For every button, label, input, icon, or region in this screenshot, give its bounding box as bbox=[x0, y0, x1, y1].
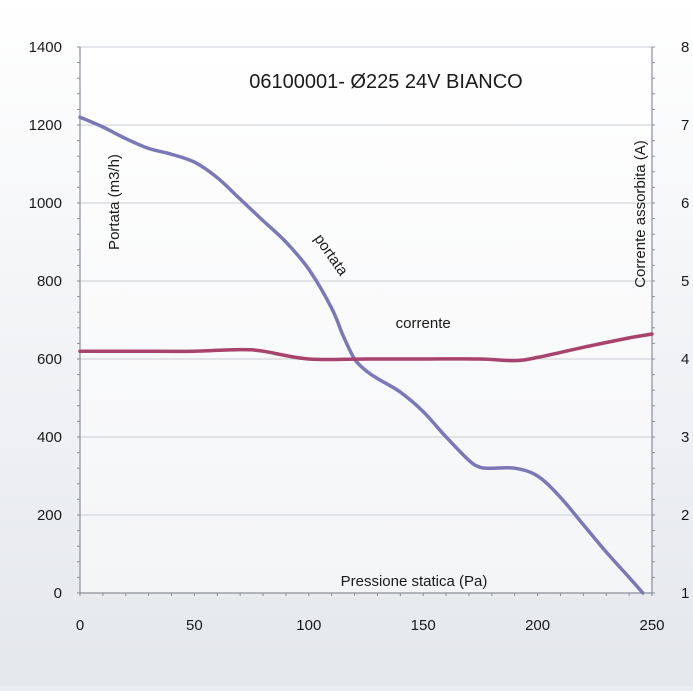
x-tick-label: 50 bbox=[186, 617, 203, 634]
y-right-tick-label: 4 bbox=[681, 351, 689, 368]
y-axis-right-label: Corrente assorbita (A) bbox=[632, 140, 649, 288]
series-line-corrente bbox=[78, 332, 654, 363]
series-line-portata bbox=[78, 115, 645, 595]
axes: 0 200 400 600 800 1000 1200 1400 1 2 3 4 5 6 7 8 0 50 100 1… bbox=[29, 39, 690, 634]
y-left-tick-label: 0 bbox=[54, 585, 62, 602]
y-right-tick-label: 6 bbox=[681, 195, 689, 212]
y-left-tick-label: 400 bbox=[37, 429, 62, 446]
y-right-tick-label: 8 bbox=[681, 39, 689, 56]
x-tick-label: 100 bbox=[296, 617, 321, 634]
series-annotation-corrente: corrente bbox=[396, 315, 451, 332]
x-axis-label: Pressione statica (Pa) bbox=[341, 573, 488, 590]
y-right-tick-label: 2 bbox=[681, 507, 689, 524]
y-right-tick-label: 1 bbox=[681, 585, 689, 602]
y-right-tick-label: 3 bbox=[681, 429, 689, 446]
y-left-tick-label: 200 bbox=[37, 507, 62, 524]
y-left-tick-label: 800 bbox=[37, 273, 62, 290]
chart-title: 06100001- Ø225 24V BIANCO bbox=[249, 71, 523, 93]
y-right-tick-label: 7 bbox=[681, 117, 689, 134]
x-tick-label: 200 bbox=[525, 617, 550, 634]
x-tick-label: 150 bbox=[411, 617, 436, 634]
plot-area bbox=[80, 47, 652, 593]
data-series bbox=[78, 115, 654, 595]
x-tick-label: 250 bbox=[639, 617, 664, 634]
y-left-tick-label: 600 bbox=[37, 351, 62, 368]
y-left-tick-label: 1000 bbox=[29, 195, 62, 212]
y-left-tick-label: 1400 bbox=[29, 39, 62, 56]
y-left-tick-label: 1200 bbox=[29, 117, 62, 134]
x-tick-label: 0 bbox=[76, 617, 84, 634]
y-axis-left-label: Portata (m3/h) bbox=[106, 154, 123, 250]
y-right-tick-label: 5 bbox=[681, 273, 689, 290]
